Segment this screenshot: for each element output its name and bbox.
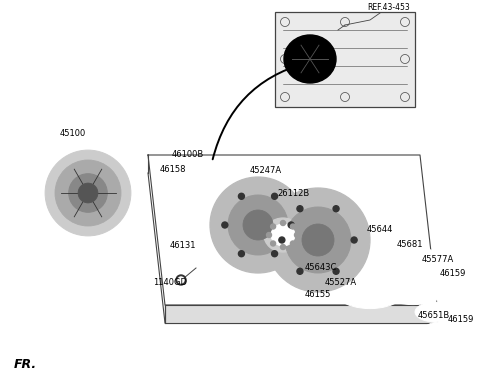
Circle shape	[239, 193, 244, 199]
Ellipse shape	[243, 210, 273, 240]
Ellipse shape	[369, 248, 457, 305]
Circle shape	[351, 237, 357, 243]
Circle shape	[290, 224, 295, 229]
Circle shape	[288, 222, 294, 228]
Circle shape	[280, 244, 286, 249]
Text: REF.43-453: REF.43-453	[367, 3, 410, 12]
Circle shape	[279, 237, 285, 243]
Circle shape	[239, 251, 244, 257]
Text: 45100: 45100	[60, 129, 86, 138]
Text: 45643C: 45643C	[305, 263, 337, 272]
Ellipse shape	[78, 183, 98, 203]
Circle shape	[280, 221, 286, 226]
Text: 46159: 46159	[440, 269, 467, 278]
Circle shape	[333, 268, 339, 274]
Ellipse shape	[339, 232, 431, 292]
Circle shape	[266, 233, 272, 238]
Ellipse shape	[284, 35, 336, 83]
Circle shape	[271, 241, 276, 246]
Ellipse shape	[285, 207, 351, 273]
Ellipse shape	[228, 195, 288, 255]
Circle shape	[290, 241, 295, 246]
Text: 46131: 46131	[170, 241, 196, 250]
Circle shape	[295, 233, 300, 238]
Ellipse shape	[271, 224, 295, 246]
Circle shape	[176, 275, 186, 285]
Ellipse shape	[45, 150, 131, 236]
Circle shape	[297, 268, 303, 274]
Circle shape	[333, 206, 339, 212]
Circle shape	[272, 251, 277, 257]
Ellipse shape	[55, 160, 121, 226]
Circle shape	[222, 222, 228, 228]
Text: 46158: 46158	[160, 165, 187, 174]
Ellipse shape	[264, 218, 302, 252]
Ellipse shape	[410, 274, 454, 296]
Circle shape	[297, 206, 303, 212]
Text: 45247A: 45247A	[250, 166, 282, 175]
Text: FR.: FR.	[14, 358, 37, 371]
Text: 45651B: 45651B	[418, 311, 450, 320]
Circle shape	[271, 224, 276, 229]
Text: 1140GD: 1140GD	[153, 278, 187, 287]
Ellipse shape	[424, 322, 456, 338]
Text: 46159: 46159	[448, 315, 474, 324]
Text: 46100B: 46100B	[172, 150, 204, 159]
Ellipse shape	[266, 188, 370, 292]
Text: 46155: 46155	[305, 290, 331, 299]
Ellipse shape	[309, 218, 401, 278]
Ellipse shape	[297, 235, 389, 295]
Bar	[275, 12, 415, 107]
Ellipse shape	[302, 224, 334, 256]
Text: 45644: 45644	[367, 225, 394, 234]
Ellipse shape	[326, 251, 414, 309]
Text: 45577A: 45577A	[422, 255, 454, 264]
Circle shape	[272, 193, 277, 199]
Text: 45681: 45681	[397, 240, 423, 249]
Ellipse shape	[210, 177, 306, 273]
Text: 45527A: 45527A	[325, 278, 357, 287]
Polygon shape	[165, 305, 437, 323]
Circle shape	[178, 277, 184, 283]
Text: 26112B: 26112B	[277, 189, 309, 198]
Ellipse shape	[415, 302, 455, 322]
Ellipse shape	[69, 174, 107, 212]
